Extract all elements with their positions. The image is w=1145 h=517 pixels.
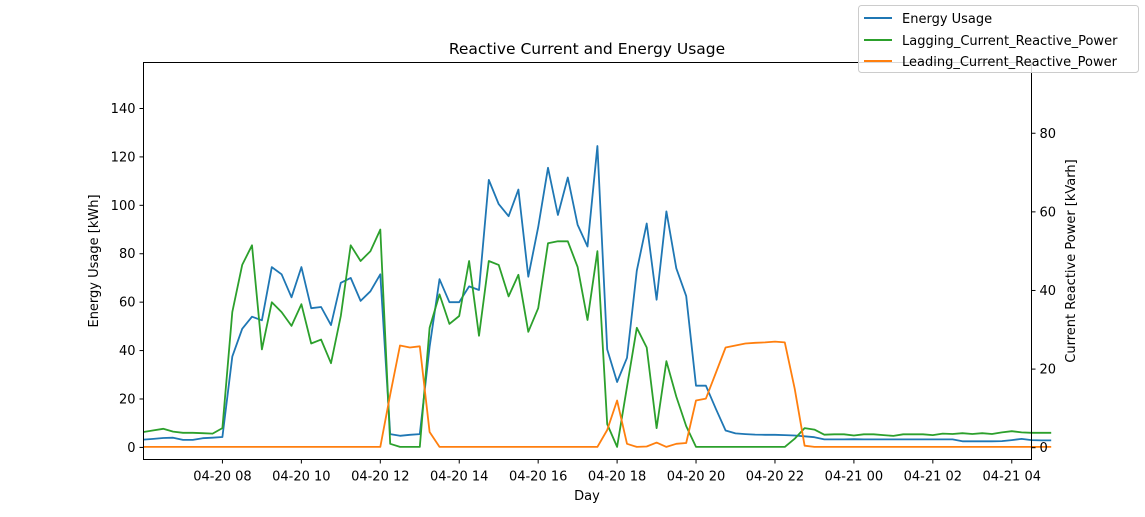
y-right-tick-label: 80 [1040, 127, 1057, 142]
y-axis-left-label: Energy Usage [kWh] [87, 194, 102, 327]
y-right-tick-label: 60 [1040, 205, 1057, 220]
x-tick-label: 04-21 00 [825, 470, 883, 485]
x-axis-label: Day [574, 489, 600, 504]
y-axis-left: 0 20 40 60 80 100 120 140 [111, 102, 144, 456]
y-left-tick-label: 100 [111, 199, 136, 214]
x-tick-label: 04-20 12 [351, 470, 409, 485]
plot-frame [143, 62, 1032, 460]
x-tick-label: 04-21 04 [983, 470, 1041, 485]
y-axis-right-label: Current Reactive Power [kVarh] [1064, 159, 1079, 362]
legend: Energy Usage Lagging_Current_Reactive_Po… [858, 5, 1139, 73]
legend-label-lagging: Lagging_Current_Reactive_Power [902, 34, 1118, 49]
legend-label-leading: Leading_Current_Reactive_Power [902, 55, 1118, 70]
series-line-energy-usage [143, 145, 1052, 443]
x-tick-label: 04-20 22 [746, 470, 804, 485]
y-right-tick-label: 40 [1040, 284, 1057, 299]
y-right-tick-label: 0 [1040, 441, 1048, 456]
x-axis: 04-20 08 04-20 10 04-20 12 04-20 14 04-20 16… [193, 459, 1041, 485]
series-line-lagging-current [143, 228, 1052, 448]
y-left-tick-label: 120 [111, 150, 136, 165]
y-left-tick-label: 60 [119, 296, 136, 311]
y-left-tick-label: 20 [119, 392, 136, 407]
y-left-tick-label: 140 [111, 102, 136, 117]
legend-label-energy: Energy Usage [902, 12, 992, 27]
x-tick-label: 04-20 20 [667, 470, 725, 485]
x-tick-label: 04-20 16 [509, 470, 567, 485]
legend-box [858, 5, 1139, 73]
x-tick-label: 04-21 02 [904, 470, 962, 485]
chart-title: Reactive Current and Energy Usage [449, 40, 725, 58]
y-right-tick-label: 20 [1040, 363, 1057, 378]
y-left-tick-label: 40 [119, 344, 136, 359]
plot-lines [143, 145, 1052, 448]
series-line-leading-current [143, 340, 1052, 448]
x-tick-label: 04-20 08 [193, 470, 251, 485]
x-tick-label: 04-20 10 [272, 470, 330, 485]
x-tick-label: 04-20 14 [430, 470, 488, 485]
y-left-tick-label: 80 [119, 247, 136, 262]
y-left-tick-label: 0 [127, 441, 135, 456]
x-tick-label: 04-20 18 [588, 470, 646, 485]
y-axis-right: 0 20 40 60 80 [1031, 127, 1057, 456]
